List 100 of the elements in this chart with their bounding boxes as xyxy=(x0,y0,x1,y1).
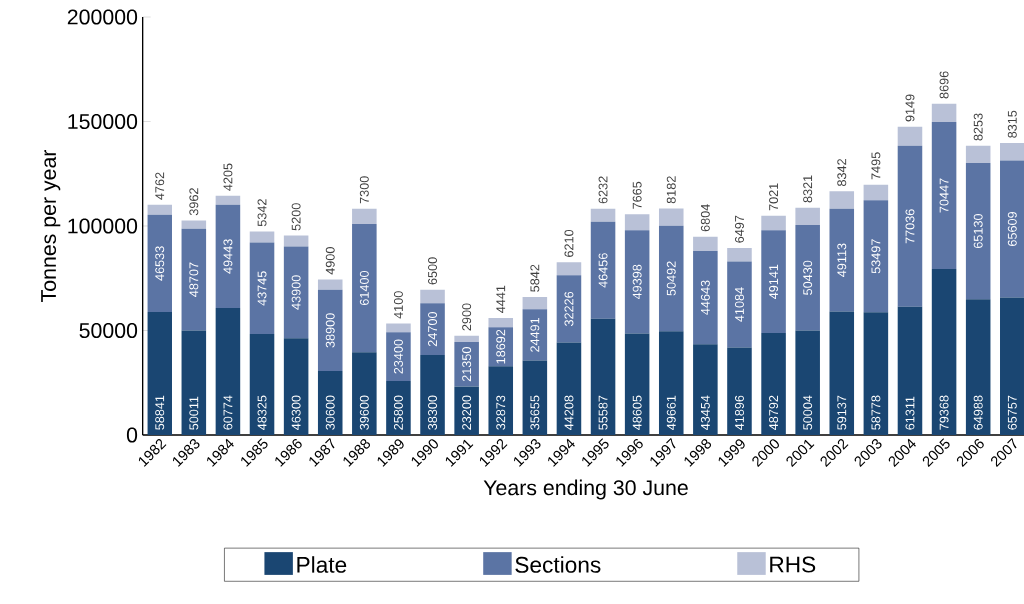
data-label: 48707 xyxy=(189,262,199,297)
bar xyxy=(624,214,650,231)
data-label: 9149 xyxy=(905,94,915,122)
bar xyxy=(931,121,957,270)
bar xyxy=(965,299,991,435)
data-label: 65130 xyxy=(973,214,983,249)
data-label: 61400 xyxy=(359,270,369,306)
y-tick-label: 0 xyxy=(126,427,138,443)
bar xyxy=(829,208,855,312)
data-label: 46456 xyxy=(598,253,608,288)
y-tick-label: 150000 xyxy=(68,113,138,130)
data-label: 44643 xyxy=(700,280,710,315)
bar xyxy=(624,230,650,334)
data-label: 48605 xyxy=(632,395,642,430)
bar xyxy=(829,311,855,435)
data-label: 6500 xyxy=(428,257,438,285)
legend-label: RHS xyxy=(770,556,816,573)
data-label: 49443 xyxy=(223,239,233,274)
bar xyxy=(897,145,923,307)
bar xyxy=(863,200,889,313)
bar xyxy=(420,354,445,435)
data-label: 32873 xyxy=(496,395,506,430)
data-label: 49141 xyxy=(769,264,779,299)
data-label: 53497 xyxy=(871,239,881,274)
data-label: 6232 xyxy=(598,176,608,204)
bar xyxy=(249,242,275,334)
data-label: 6497 xyxy=(734,215,744,243)
data-label: 77036 xyxy=(905,209,915,244)
data-label: 64988 xyxy=(973,395,983,430)
bar xyxy=(386,323,411,333)
data-label: 39600 xyxy=(359,395,369,430)
data-label: 25800 xyxy=(393,395,403,430)
data-label: 3962 xyxy=(189,188,199,216)
data-label: 21350 xyxy=(462,347,472,382)
bar xyxy=(897,306,923,435)
bar xyxy=(283,235,309,247)
data-label: 59137 xyxy=(837,395,847,430)
data-label: 48792 xyxy=(769,395,779,430)
bar xyxy=(215,195,241,205)
data-label: 41084 xyxy=(734,287,744,322)
data-label: 8253 xyxy=(973,113,983,141)
data-label: 35655 xyxy=(530,395,540,430)
data-label: 4205 xyxy=(223,163,233,191)
bar xyxy=(181,330,207,435)
data-label: 4100 xyxy=(393,291,403,319)
data-label: 38300 xyxy=(428,395,438,430)
bar xyxy=(795,207,820,226)
data-label: 49661 xyxy=(666,395,676,430)
bar xyxy=(1000,143,1024,161)
data-label: 30600 xyxy=(325,395,335,430)
bar xyxy=(829,191,855,209)
bar xyxy=(965,145,991,164)
bar xyxy=(352,208,377,224)
bar xyxy=(1000,160,1024,298)
data-label: 70447 xyxy=(939,178,949,213)
data-label: 46533 xyxy=(155,246,165,281)
data-label: 7665 xyxy=(632,181,642,209)
bar xyxy=(317,279,343,290)
legend-label: Sections xyxy=(515,556,601,573)
data-label: 4900 xyxy=(325,247,335,275)
data-label: 4762 xyxy=(155,172,165,200)
bar xyxy=(283,338,309,435)
bar xyxy=(420,303,445,355)
data-label: 8315 xyxy=(1007,110,1017,138)
data-label: 8342 xyxy=(837,159,847,187)
bar xyxy=(147,204,172,215)
y-tick-label: 100000 xyxy=(68,218,138,234)
bar xyxy=(488,327,514,367)
bar xyxy=(693,236,718,251)
data-label: 2900 xyxy=(462,303,472,331)
data-label: 7495 xyxy=(871,152,881,180)
bar xyxy=(693,250,718,345)
bar xyxy=(454,386,479,435)
data-label: 4441 xyxy=(496,285,506,313)
bar xyxy=(420,289,445,304)
bar xyxy=(352,352,377,435)
data-label: 65757 xyxy=(1007,395,1017,430)
y-tick-label: 200000 xyxy=(67,9,138,25)
bar xyxy=(1000,297,1024,435)
data-label: 44208 xyxy=(564,395,574,430)
x-axis-title: Years ending 30 June xyxy=(483,479,688,500)
data-label: 23400 xyxy=(393,339,403,374)
bar xyxy=(386,332,411,382)
bar xyxy=(590,318,616,435)
bar xyxy=(454,341,479,387)
bar xyxy=(590,208,616,222)
bar xyxy=(522,360,548,435)
bar xyxy=(931,103,957,122)
data-label: 58778 xyxy=(871,395,881,430)
bar xyxy=(454,335,479,342)
data-label: 5842 xyxy=(530,264,540,292)
bar xyxy=(931,269,957,435)
bar xyxy=(727,261,752,348)
legend-label: Plate xyxy=(297,556,347,573)
data-label: 58841 xyxy=(155,395,165,430)
bar xyxy=(658,225,684,332)
data-label: 6804 xyxy=(700,204,710,232)
data-label: 50430 xyxy=(803,260,813,295)
bar xyxy=(147,214,172,313)
data-label: 8321 xyxy=(803,175,813,203)
